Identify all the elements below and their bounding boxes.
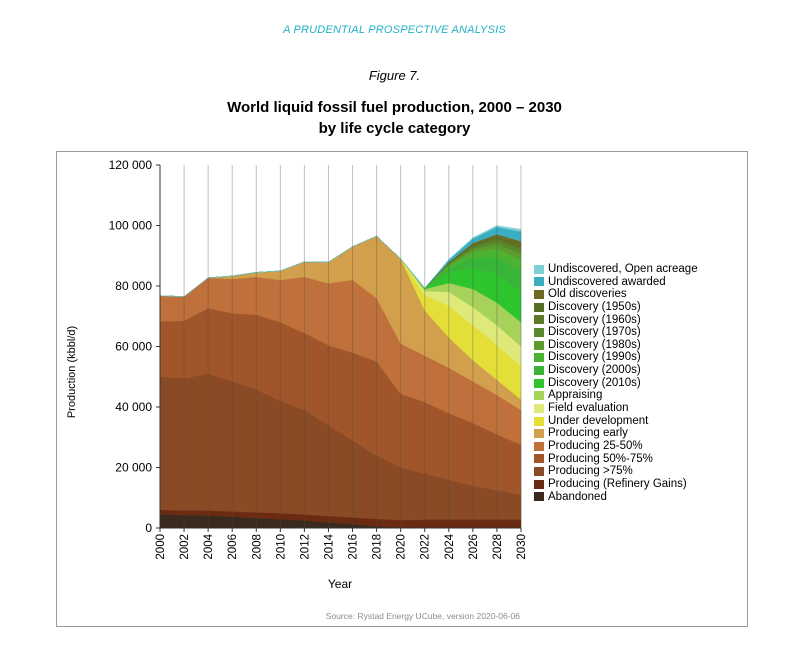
legend-swatch: [534, 340, 544, 350]
legend-label: Undiscovered awarded: [548, 275, 666, 288]
x-tick-label-2002: 2002: [179, 534, 191, 560]
legend-label: Discovery (1970s): [548, 326, 641, 339]
legend-label: Old discoveries: [548, 288, 627, 301]
legend-swatch: [534, 264, 544, 274]
x-tick-label-2022: 2022: [420, 534, 432, 560]
legend-label: Discovery (2010s): [548, 376, 641, 389]
legend-label: Field evaluation: [548, 402, 629, 415]
legend-label: Discovery (1950s): [548, 300, 641, 313]
legend-label: Producing (Refinery Gains): [548, 477, 687, 490]
chart-title: World liquid fossil fuel production, 200…: [0, 97, 789, 139]
legend-item-discovery-1990s: Discovery (1990s): [534, 351, 698, 364]
legend-item-discovery-2010s: Discovery (2010s): [534, 377, 698, 390]
x-tick-label-2018: 2018: [372, 534, 384, 560]
legend-label: Producing 50%-75%: [548, 452, 653, 465]
x-tick-label-2026: 2026: [468, 534, 480, 560]
legend-item-field-evaluation: Field evaluation: [534, 402, 698, 415]
x-tick-label-2024: 2024: [444, 533, 456, 559]
legend-label: Discovery (1990s): [548, 351, 641, 364]
legend-item-discovery-1970s: Discovery (1970s): [534, 326, 698, 339]
figure-label: Figure 7.: [368, 68, 421, 83]
chart-title-line-2: by life cycle category: [318, 120, 471, 137]
legend-swatch: [534, 467, 544, 477]
legend-item-producing-50-75: Producing 50%-75%: [534, 453, 698, 466]
legend-swatch: [534, 378, 544, 388]
legend-swatch: [534, 365, 544, 375]
y-tick-label-80000: 80 000: [115, 279, 152, 293]
legend-label: Abandoned: [548, 490, 607, 503]
legend-item-discovery-1950s: Discovery (1950s): [534, 301, 698, 314]
y-tick-label-60000: 60 000: [115, 340, 152, 354]
legend-swatch: [534, 416, 544, 426]
legend-swatch: [534, 403, 544, 413]
legend-label: Under development: [548, 414, 649, 427]
legend-swatch: [534, 302, 544, 312]
legend-label: Appraising: [548, 389, 603, 402]
legend-item-old-discoveries: Old discoveries: [534, 288, 698, 301]
y-axis-title: Production (kbbl/d): [66, 326, 78, 418]
legend-label: Producing early: [548, 427, 628, 440]
legend-swatch: [534, 429, 544, 439]
report-header: A PRUDENTIAL PROSPECTIVE ANALYSIS: [283, 24, 506, 36]
legend-label: Producing 25-50%: [548, 439, 643, 452]
legend-label: Producing >75%: [548, 465, 633, 478]
legend-label: Discovery (2000s): [548, 364, 641, 377]
legend-swatch: [534, 454, 544, 464]
legend-item-producing-25-50: Producing 25-50%: [534, 440, 698, 453]
legend-swatch: [534, 441, 544, 451]
legend-label: Discovery (1960s): [548, 313, 641, 326]
x-tick-label-2012: 2012: [299, 534, 311, 560]
x-tick-label-2004: 2004: [203, 533, 215, 559]
x-tick-label-2020: 2020: [396, 534, 408, 560]
y-tick-label-100000: 100 000: [109, 219, 153, 233]
x-tick-label-2016: 2016: [348, 534, 360, 560]
legend-label: Discovery (1980s): [548, 338, 641, 351]
legend-item-producing-early: Producing early: [534, 427, 698, 440]
x-tick-label-2014: 2014: [324, 533, 336, 559]
legend: Undiscovered, Open acreage Undiscovered a…: [534, 263, 698, 503]
legend-item-under-development: Under development: [534, 415, 698, 428]
area-undiscovered-open-acreage: [159, 225, 522, 297]
legend-item-producing-75: Producing >75%: [534, 465, 698, 478]
legend-swatch: [534, 315, 544, 325]
chart-title-line-1: World liquid fossil fuel production, 200…: [227, 99, 562, 116]
legend-item-undiscovered-awarded: Undiscovered awarded: [534, 276, 698, 289]
legend-swatch: [534, 492, 544, 502]
x-tick-label-2006: 2006: [227, 534, 239, 560]
legend-item-appraising: Appraising: [534, 389, 698, 402]
legend-swatch: [534, 391, 544, 401]
legend-item-producing-refinery-gains: Producing (Refinery Gains): [534, 478, 698, 491]
chart-frame: [56, 151, 748, 627]
legend-label: Undiscovered, Open acreage: [548, 263, 698, 275]
legend-swatch: [534, 290, 544, 300]
legend-item-discovery-1980s: Discovery (1980s): [534, 339, 698, 352]
x-tick-label-2000: 2000: [155, 534, 167, 560]
x-tick-label-2008: 2008: [251, 534, 263, 560]
legend-item-discovery-2000s: Discovery (2000s): [534, 364, 698, 377]
y-tick-label-0: 0: [145, 521, 152, 535]
y-tick-label-20000: 20 000: [115, 461, 152, 475]
legend-swatch: [534, 277, 544, 287]
x-tick-label-2028: 2028: [492, 534, 504, 560]
legend-item-discovery-1960s: Discovery (1960s): [534, 314, 698, 327]
y-tick-label-120000: 120 000: [109, 158, 153, 172]
source-note: Source: Rystad Energy UCube, version 202…: [325, 611, 520, 621]
y-tick-label-40000: 40 000: [115, 400, 152, 414]
legend-swatch: [534, 479, 544, 489]
x-tick-label-2030: 2030: [516, 534, 528, 560]
legend-swatch: [534, 353, 544, 363]
legend-item-abandoned: Abandoned: [534, 491, 698, 504]
x-tick-label-2010: 2010: [275, 534, 287, 560]
x-axis-title: Year: [328, 577, 352, 591]
legend-item-undiscovered-open-acreage: Undiscovered, Open acreage: [534, 263, 698, 276]
legend-swatch: [534, 328, 544, 338]
